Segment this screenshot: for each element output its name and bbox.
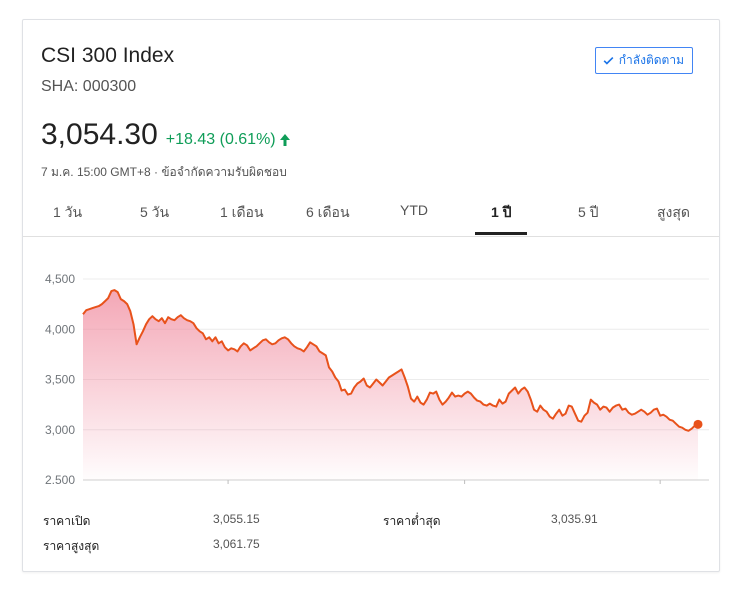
stock-card: CSI 300 Index SHA: 000300 กำลังติดตาม 3,… bbox=[22, 19, 720, 572]
low-value: 3,035.91 bbox=[551, 512, 598, 526]
time-range-tabs: 1 วัน 5 วัน 1 เดือน 6 เดือน YTD 1 ปี 5 ป… bbox=[23, 192, 719, 237]
tab-max[interactable]: สูงสุด bbox=[657, 204, 691, 220]
stats-table: ราคาเปิด 3,055.15 ราคาต่ำสุด 3,035.91 รา… bbox=[23, 500, 719, 560]
follow-button-label: กำลังติดตาม bbox=[618, 53, 684, 67]
tab-1-day[interactable]: 1 วัน bbox=[53, 204, 83, 220]
high-label: ราคาสูงสุด bbox=[43, 539, 100, 553]
low-label: ราคาต่ำสุด bbox=[383, 514, 441, 528]
index-title: CSI 300 Index bbox=[41, 44, 175, 67]
tab-1-month[interactable]: 1 เดือน bbox=[220, 204, 264, 220]
current-price-dot bbox=[693, 419, 703, 429]
price-change-text: +18.43 (0.61%) bbox=[165, 131, 276, 148]
y-tick-label: 4,500 bbox=[45, 272, 75, 286]
open-label: ราคาเปิด bbox=[43, 514, 91, 528]
tab-ytd[interactable]: YTD bbox=[400, 202, 428, 218]
open-value: 3,055.15 bbox=[213, 512, 260, 526]
y-tick-label: 4,000 bbox=[45, 322, 75, 336]
follow-button[interactable]: กำลังติดตาม bbox=[594, 47, 693, 74]
arrow-up-icon bbox=[279, 134, 290, 146]
current-price: 3,054.30 bbox=[41, 118, 158, 151]
y-tick-label: 3,500 bbox=[45, 373, 75, 387]
chart-price-line bbox=[82, 289, 699, 432]
checkmark-icon bbox=[603, 56, 614, 65]
tab-6-months[interactable]: 6 เดือน bbox=[306, 204, 350, 220]
price-change: +18.43 (0.61%) bbox=[166, 131, 291, 149]
y-tick-label: 2,500 bbox=[45, 473, 75, 484]
active-tab-indicator bbox=[475, 232, 527, 235]
high-value: 3,061.75 bbox=[213, 537, 260, 551]
tab-5-years[interactable]: 5 ปี bbox=[578, 204, 599, 220]
timestamp-disclaimer: 7 ม.ค. 15:00 GMT+8 · ข้อจำกัดความรับผิดช… bbox=[41, 165, 287, 179]
price-row: 3,054.30 +18.43 (0.61%) bbox=[41, 118, 291, 152]
tab-1-year[interactable]: 1 ปี bbox=[491, 204, 512, 220]
chart-area-fill bbox=[83, 290, 698, 480]
y-tick-label: 3,000 bbox=[45, 423, 75, 437]
ticker-symbol: SHA: 000300 bbox=[41, 78, 137, 95]
tab-5-days[interactable]: 5 วัน bbox=[140, 204, 170, 220]
